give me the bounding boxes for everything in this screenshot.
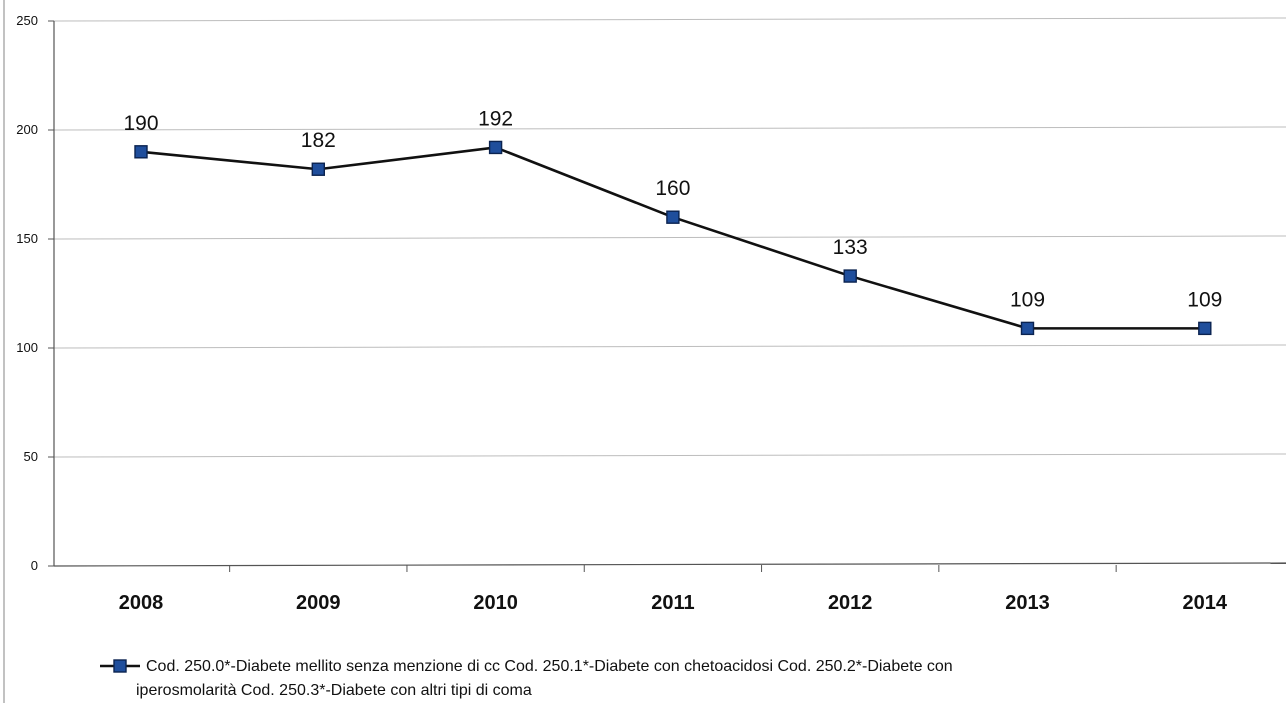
- y-tick-label-100: 100: [16, 340, 38, 355]
- x-tick-label-2010: 2010: [473, 592, 518, 614]
- x-tick-label-2013: 2013: [1005, 592, 1050, 614]
- legend-text-line-2: iperosmolarità Cod. 250.3*-Diabete con a…: [136, 682, 532, 699]
- data-label-2011: 160: [655, 177, 690, 200]
- data-label-2010: 192: [478, 107, 513, 130]
- legend-marker-swatch: [113, 659, 127, 673]
- axes: 0 50 100 150 200 250 2008 2009 2010 2011 2012 2013 2…: [3, 0, 1286, 703]
- data-label-2012: 133: [833, 236, 868, 259]
- series-layer: [134, 140, 1212, 336]
- gridlines: [53, 17, 1286, 458]
- data-point-2009: [311, 162, 325, 176]
- data-point-2011: [666, 210, 680, 224]
- y-tick-label-200: 200: [16, 122, 38, 137]
- x-tick-label-2009: 2009: [296, 592, 341, 614]
- y-tick-label-250: 250: [16, 13, 38, 28]
- gridline-50: [53, 453, 1286, 458]
- x-tick-label-2011: 2011: [651, 592, 694, 614]
- data-point-2013: [1020, 321, 1035, 336]
- data-point-2014: [1198, 321, 1212, 336]
- data-point-2010: [488, 140, 503, 155]
- gridline-200: [53, 126, 1286, 131]
- data-point-2008: [134, 145, 148, 159]
- gridline-150: [53, 235, 1286, 240]
- x-tick-label-2012: 2012: [828, 592, 873, 614]
- data-labels: 190 182 192 160 133 109 109: [123, 107, 1222, 311]
- data-label-2009: 182: [301, 129, 336, 152]
- x-tick-label-2014: 2014: [1183, 592, 1228, 614]
- data-label-2014: 109: [1187, 288, 1222, 311]
- gridline-250: [53, 17, 1286, 22]
- legend-text-line-1: Cod. 250.0*-Diabete mellito senza menzio…: [146, 658, 953, 675]
- y-tick-label-150: 150: [16, 231, 38, 246]
- gridline-100: [53, 344, 1286, 349]
- data-label-2008: 190: [123, 112, 158, 135]
- x-tick-label-2008: 2008: [119, 592, 164, 614]
- x-axis: [53, 562, 1286, 567]
- legend: Cod. 250.0*-Diabete mellito senza menzio…: [100, 658, 953, 699]
- y-tick-label-50: 50: [24, 449, 38, 464]
- y-tick-label-0: 0: [31, 558, 38, 573]
- data-label-2013: 109: [1010, 288, 1045, 311]
- data-point-2012: [843, 269, 857, 283]
